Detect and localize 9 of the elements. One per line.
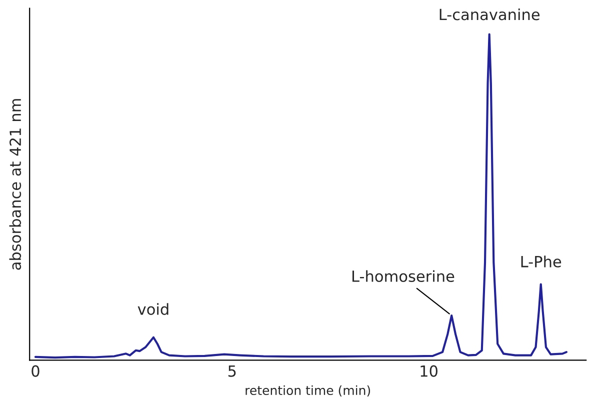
y-axis-title: absorbance at 421 nm [9,99,22,270]
x-tick-label: 10 [420,365,438,377]
x-axis-title: retention time (min) [246,385,370,397]
x-tick-label: 0 [32,365,40,377]
annotation: L-Phe [521,256,562,268]
x-tick-label: 5 [228,366,236,377]
annotation: L-canavanine [440,8,540,20]
annotation: void [138,303,168,315]
annotation: L-homoserine [352,270,454,282]
